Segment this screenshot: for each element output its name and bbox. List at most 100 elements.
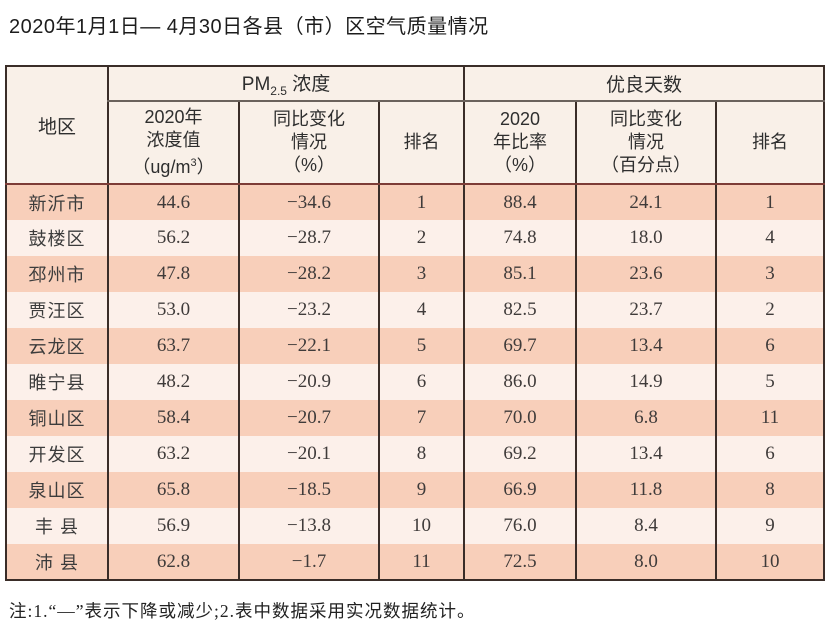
pm25-rank-cell: 10 [378,508,464,544]
table-row: 新沂市 44.6 −34.6 1 88.4 24.1 1 [5,184,825,220]
group-header-row: 地区 PM2.5 浓度 优良天数 [5,66,825,185]
air-quality-table: 地区 PM2.5 浓度 优良天数 2020年 浓度值 （ug/m3） 同比变化 … [5,65,825,581]
header-line: 2020 [499,109,541,129]
ratio-rank-cell: 6 [714,436,825,472]
region-cell: 丰 县 [5,508,108,544]
pm25-value-cell: 53.0 [107,292,239,328]
pm25-change-cell: −1.7 [238,544,379,580]
table-row: 丰 县 56.9 −13.8 10 76.0 8.4 9 [5,508,825,544]
ratio-rank-cell: 9 [714,508,825,544]
pm25-rank-cell: 4 [378,292,464,328]
region-cell: 铜山区 [5,400,108,436]
header-line: 情况 [628,132,664,152]
ratio-change-cell: 8.0 [575,544,716,580]
ratio-change-cell: 13.4 [575,436,716,472]
header-line: 浓度值 [146,130,201,150]
pm25-value-cell: 63.7 [107,328,239,364]
pm-label-suffix: 浓度 [286,74,331,96]
ratio-rank-cell: 2 [714,292,825,328]
table-row: 沛 县 62.8 −1.7 11 72.5 8.0 10 [5,544,825,580]
ratio-rank-cell: 4 [714,220,825,256]
pm25-rank-cell: 5 [378,328,464,364]
pm25-change-cell: −22.1 [238,328,379,364]
ratio-cell: 69.7 [463,328,576,364]
pm25-change-cell: −23.2 [238,292,379,328]
ratio-change-cell: 13.4 [575,328,716,364]
region-cell: 泉山区 [5,472,108,508]
ratio-cell: 76.0 [463,508,576,544]
pm25-value-cell: 65.8 [107,472,239,508]
col-header-pm25-change: 同比变化 情况 （%） [238,101,379,185]
region-cell: 云龙区 [5,328,108,364]
col-group-good-days: 优良天数 [462,66,825,102]
header-line: （%） [282,155,335,175]
pm25-rank-cell: 1 [378,184,464,220]
pm25-rank-cell: 7 [378,400,464,436]
col-header-ratio-rank: 排名 [714,101,825,185]
pm25-value-cell: 58.4 [107,400,239,436]
header-unit: （ug/m3） [132,157,215,177]
table-row: 铜山区 58.4 −20.7 7 70.0 6.8 11 [5,400,825,436]
pm25-change-cell: −28.2 [238,256,379,292]
region-cell: 开发区 [5,436,108,472]
pm25-change-cell: −13.8 [238,508,379,544]
region-cell: 邳州市 [5,256,108,292]
table-row: 开发区 63.2 −20.1 8 69.2 13.4 6 [5,436,825,472]
ratio-cell: 69.2 [463,436,576,472]
pm25-rank-cell: 8 [378,436,464,472]
ratio-rank-cell: 10 [714,544,825,580]
ratio-change-cell: 18.0 [575,220,716,256]
header-line: 2020年 [144,107,203,127]
ratio-change-cell: 6.8 [575,400,716,436]
col-group-pm25: PM2.5 浓度 [107,66,464,102]
pm25-value-cell: 56.9 [107,508,239,544]
ratio-cell: 74.8 [463,220,576,256]
ratio-cell: 86.0 [463,364,576,400]
table-row: 鼓楼区 56.2 −28.7 2 74.8 18.0 4 [5,220,825,256]
table-row: 泉山区 65.8 −18.5 9 66.9 11.8 8 [5,472,825,508]
pm25-rank-cell: 11 [378,544,464,580]
ratio-cell: 72.5 [463,544,576,580]
ratio-rank-cell: 1 [714,184,825,220]
pm-label: PM [241,74,271,96]
pm25-rank-cell: 9 [378,472,464,508]
col-header-ratio: 2020 年比率 （%） [463,101,576,185]
pm-subscript: 2.5 [270,83,287,98]
col-header-concentration: 2020年 浓度值 （ug/m3） [107,101,239,185]
ratio-cell: 88.4 [463,184,576,220]
pm25-change-cell: −34.6 [238,184,379,220]
region-cell: 贾汪区 [5,292,108,328]
ratio-cell: 85.1 [463,256,576,292]
page-title: 2020年1月1日— 4月30日各县（市）区空气质量情况 [9,16,489,38]
ratio-change-cell: 24.1 [575,184,716,220]
col-header-pm25-rank: 排名 [378,101,464,185]
header-line: 年比率 [493,132,547,152]
header-line: 情况 [291,132,327,152]
header-line: （%） [493,155,546,175]
pm25-change-cell: −20.7 [238,400,379,436]
pm25-value-cell: 62.8 [107,544,239,580]
footnote: 注:1.“—”表示下降或减少;2.表中数据采用实况数据统计。 [9,601,476,620]
ratio-cell: 66.9 [463,472,576,508]
pm25-rank-cell: 6 [378,364,464,400]
pm25-value-cell: 63.2 [107,436,239,472]
ratio-change-cell: 11.8 [575,472,716,508]
pm25-change-cell: −18.5 [238,472,379,508]
pm25-change-cell: −20.1 [238,436,379,472]
region-cell: 鼓楼区 [5,220,108,256]
ratio-change-cell: 23.7 [575,292,716,328]
ratio-rank-cell: 5 [714,364,825,400]
header-line: 同比变化 [610,109,682,129]
pm25-value-cell: 44.6 [107,184,239,220]
table-row: 邳州市 47.8 −28.2 3 85.1 23.6 3 [5,256,825,292]
col-header-region: 地区 [5,66,108,185]
table-row: 睢宁县 48.2 −20.9 6 86.0 14.9 5 [5,364,825,400]
region-cell: 新沂市 [5,184,108,220]
pm25-rank-cell: 2 [378,220,464,256]
pm25-change-cell: −28.7 [238,220,379,256]
table-row: 云龙区 63.7 −22.1 5 69.7 13.4 6 [5,328,825,364]
ratio-cell: 70.0 [463,400,576,436]
pm25-rank-cell: 3 [378,256,464,292]
ratio-change-cell: 23.6 [575,256,716,292]
sub-header-row: 2020年 浓度值 （ug/m3） 同比变化 情况 （%） 排名 2020 年比… [6,101,825,185]
